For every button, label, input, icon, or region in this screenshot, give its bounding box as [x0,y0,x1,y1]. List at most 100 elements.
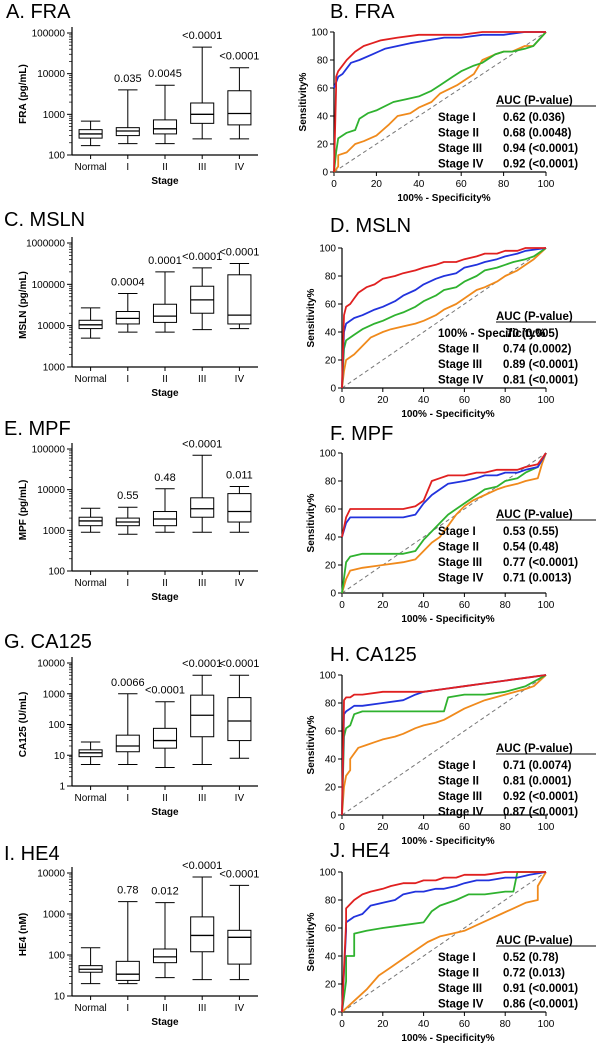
x-tick-label: IV [235,1003,245,1014]
y-tick-label: 1000 [43,689,66,700]
x-tick-label: 20 [371,179,383,190]
y-tick-label: 60 [325,300,337,311]
x-tick-label: I [126,793,129,804]
auc-legend-label: Stage IV [438,807,484,819]
y-tick-label: 10 [54,992,66,1003]
y-tick-label: 1000 [43,110,66,121]
y-tick-label: 10000 [37,485,65,496]
x-tick-label: 100 [538,600,555,611]
y-tick-label: 20 [317,140,329,151]
roc-curve-stage-iv [341,247,546,389]
roc-curve-stage-ii [341,247,547,389]
x-tick-label: II [162,374,168,385]
x-tick-label: 40 [418,822,430,833]
x-axis-label: Stage [151,1017,179,1028]
panel-title: I. HE4 [4,843,60,865]
roc-curve-stage-iv [341,452,547,538]
panel-title: G. CA125 [4,631,92,653]
x-tick-label: 80 [498,179,510,190]
x-axis-label: Stage [151,592,179,603]
roc-curve-stage-ii [341,674,547,816]
y-tick-label: 80 [317,56,329,67]
x-axis-label: 100% - Specificity% [401,836,494,847]
x-tick-label: IV [235,162,245,173]
auc-value: 0.71 (0.0074) [503,760,572,772]
reference-diagonal [341,247,547,389]
panel-title: E. MPF [4,418,71,440]
y-tick-label: 60 [325,727,337,738]
y-tick-label: 80 [325,699,337,710]
box-ii [152,948,178,964]
auc-legend-label: Stage I [438,526,476,538]
panel-title: B. FRA [330,1,395,23]
auc-legend-header: AUC (P-value) [496,743,573,755]
y-axis-label: HE4 (nM) [18,913,29,956]
auc-legend-header: AUC (P-value) [496,311,573,323]
auc-value: 0.74 (0.0002) [503,344,572,356]
roc-curve-stage-ii [341,871,546,1013]
reference-diagonal [341,674,547,816]
y-axis-label: Sensitivity% [306,493,317,552]
auc-legend-label: Stage II [438,344,479,356]
auc-legend-header: AUC (P-value) [496,935,573,947]
x-tick-label: I [126,162,129,173]
y-tick-label: 80 [325,896,337,907]
auc-legend-label: Stage I [438,760,476,772]
x-tick-label: IV [235,374,245,385]
x-tick-label: III [198,793,206,804]
auc-legend-label: Stage III [438,143,482,155]
auc-value: 0.54 (0.48) [503,542,559,554]
x-tick-label: 20 [377,600,389,611]
box-iv [227,274,252,325]
auc-value: 0.86 (<0.0001) [503,999,578,1011]
box-iii [190,916,215,953]
y-tick-label: 100 [319,449,336,460]
p-value-label: <0.0001 [182,438,222,450]
roc-curve-stage-iii [341,247,547,389]
y-tick-label: 1000000 [26,239,65,250]
panel-title: F. MPF [330,423,393,445]
y-tick-label: 80 [325,272,337,283]
y-tick-label: 10000 [37,659,65,670]
y-axis-label: MSLN (pg/mL) [18,271,29,339]
auc-value: 0.81 (<0.0001) [503,375,578,387]
x-tick-label: II [162,578,168,589]
y-tick-label: 100 [319,868,336,879]
p-value-label: 0.011 [226,469,253,481]
auc-legend-label: Stage II [438,776,479,788]
p-value-label: 0.48 [154,472,175,484]
y-tick-label: 100 [48,951,65,962]
x-tick-label: III [198,578,206,589]
x-tick-label: 40 [418,395,430,406]
x-tick-label: II [162,162,168,173]
x-axis-label: Stage [151,176,179,187]
x-tick-label: 80 [500,822,512,833]
y-tick-label: 100 [319,671,336,682]
roc-curve-stage-ii [333,31,547,173]
auc-value: 0.87 (<0.0001) [503,807,578,819]
auc-legend-label: Stage III [438,791,482,803]
y-tick-label: 40 [325,952,337,963]
x-tick-label: III [198,162,206,173]
auc-value: 0.91 (<0.0001) [503,983,578,995]
y-tick-label: 0 [322,168,328,179]
auc-legend-label: Stage II [438,968,479,980]
roc-curve-stage-i [341,452,547,594]
y-tick-label: 60 [317,84,329,95]
y-tick-label: 1000 [43,910,66,921]
x-tick-label: Normal [74,793,106,804]
y-tick-label: 100 [48,567,65,578]
p-value-label: 0.0001 [148,255,182,267]
p-value-label: 0.55 [117,490,138,502]
panel-title: A. FRA [6,1,71,23]
auc-legend-label: Stage III [438,359,482,371]
box-i [115,127,140,137]
auc-legend-label: Stage I [438,952,476,964]
y-tick-label: 40 [325,755,337,766]
x-tick-label: 0 [339,395,345,406]
panel-title: C. MSLN [4,209,85,231]
x-tick-label: 40 [418,1019,430,1030]
p-value-label: <0.0001 [182,251,222,263]
auc-value: 0.92 (<0.0001) [503,791,578,803]
